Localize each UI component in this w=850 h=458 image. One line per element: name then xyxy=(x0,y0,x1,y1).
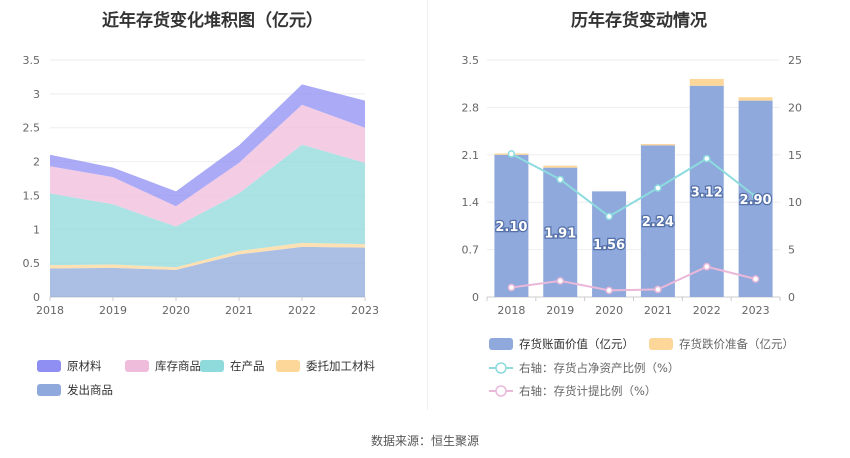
point-net-assets-ratio xyxy=(556,175,564,184)
right-x-tick-label: 2022 xyxy=(693,304,721,317)
right-left-y-tick-label: 0.7 xyxy=(462,244,480,257)
right-right-y-tick-label: 5 xyxy=(788,244,795,257)
area-在产品 xyxy=(50,144,365,268)
right-left-y-tick-label: 2.8 xyxy=(462,101,480,114)
right-left-y-tick-label: 2.1 xyxy=(462,149,480,162)
bar-impairment xyxy=(689,78,724,86)
legend-swatch-库存商品 xyxy=(125,360,149,372)
legend-swatch-在产品 xyxy=(200,360,224,372)
left-x-tick-label: 2023 xyxy=(351,304,379,317)
point-net-assets-ratio xyxy=(507,150,516,158)
legend-marker-net-assets-ratio xyxy=(495,362,507,374)
right-x-tick-label: 2021 xyxy=(644,304,672,317)
left-y-tick-label: 2.5 xyxy=(23,122,41,135)
legend-label-在产品: 在产品 xyxy=(230,359,265,373)
point-net-assets-ratio xyxy=(605,212,613,221)
left-y-tick-label: 1.5 xyxy=(23,189,41,202)
point-provision-ratio xyxy=(556,277,564,285)
right-left-y-tick-label: 3.5 xyxy=(462,54,480,67)
point-net-assets-ratio xyxy=(751,192,760,201)
bar-value-label: 1.91 xyxy=(544,226,576,241)
left-y-tick-label: 3.5 xyxy=(23,54,41,67)
right-right-y-tick-label: 25 xyxy=(788,54,802,67)
left-y-tick-label: 3 xyxy=(33,88,40,101)
legend-swatch-原材料 xyxy=(37,360,61,372)
legend-swatch-发出商品 xyxy=(37,384,61,396)
area-发出商品 xyxy=(50,246,365,297)
area-委托加工材料 xyxy=(50,242,365,270)
right-x-tick-label: 2023 xyxy=(742,304,770,317)
legend-label-net-assets-ratio: 右轴：存货占净资产比例（%） xyxy=(519,361,679,375)
right-right-y-tick-label: 0 xyxy=(788,291,795,304)
legend-label-book-value: 存货账面价值（亿元） xyxy=(519,337,634,351)
left-x-tick-label: 2021 xyxy=(225,304,253,317)
line-provision-ratio xyxy=(511,265,756,292)
bar-book-value xyxy=(689,85,724,297)
legend-swatch-impairment xyxy=(649,338,673,350)
left-chart-title: 近年存货变化堆积图（亿元） xyxy=(102,11,323,31)
left-y-tick-label: 0 xyxy=(33,291,40,304)
left-y-tick-label: 2 xyxy=(33,156,40,169)
left-x-tick-label: 2018 xyxy=(36,304,64,317)
bar-impairment xyxy=(543,165,578,168)
point-provision-ratio xyxy=(507,283,516,292)
legend-marker-provision-ratio xyxy=(495,385,507,397)
bar-value-label: 2.24 xyxy=(642,215,674,230)
panel-divider xyxy=(427,0,428,410)
bar-value-label: 2.90 xyxy=(740,193,772,208)
left-x-tick-label: 2020 xyxy=(162,304,190,317)
right-right-y-tick-label: 15 xyxy=(788,149,802,162)
point-net-assets-ratio xyxy=(654,184,662,192)
point-provision-ratio xyxy=(751,275,760,283)
right-right-y-tick-label: 10 xyxy=(788,196,802,209)
bar-value-label: 1.56 xyxy=(593,238,625,253)
bar-book-value xyxy=(640,145,675,297)
bar-value-label: 2.10 xyxy=(495,220,527,235)
legend-label-provision-ratio: 右轴：存货计提比例（%） xyxy=(519,384,656,398)
right-chart-title: 历年存货变动情况 xyxy=(571,11,707,31)
legend-label-库存商品: 库存商品 xyxy=(155,359,201,373)
legend-swatch-book-value xyxy=(489,338,513,350)
right-x-tick-label: 2020 xyxy=(595,304,623,317)
bar-impairment xyxy=(738,97,773,101)
right-right-y-tick-label: 20 xyxy=(788,101,802,114)
legend-label-impairment: 存货跌价准备（亿元） xyxy=(679,337,794,351)
point-net-assets-ratio xyxy=(703,154,711,163)
legend-label-原材料: 原材料 xyxy=(67,359,102,373)
area-原材料 xyxy=(50,84,365,207)
area-库存商品 xyxy=(50,104,365,227)
bar-value-label: 3.12 xyxy=(691,185,723,200)
right-left-y-tick-label: 0 xyxy=(472,291,479,304)
right-x-tick-label: 2019 xyxy=(546,304,574,317)
bar-impairment xyxy=(640,143,675,146)
left-x-tick-label: 2022 xyxy=(288,304,316,317)
point-provision-ratio xyxy=(703,262,711,271)
right-left-y-tick-label: 1.4 xyxy=(462,196,480,209)
line-inventory-net-assets-ratio xyxy=(510,152,757,218)
left-y-tick-label: 1 xyxy=(33,223,40,236)
legend-label-发出商品: 发出商品 xyxy=(67,383,113,397)
left-y-tick-label: 0.5 xyxy=(23,257,41,270)
legend-label-委托加工材料: 委托加工材料 xyxy=(306,359,375,373)
right-x-tick-label: 2018 xyxy=(497,304,525,317)
point-provision-ratio xyxy=(605,286,613,295)
bar-book-value xyxy=(494,154,529,297)
legend-swatch-委托加工材料 xyxy=(276,360,300,372)
data-source: 数据来源：恒生聚源 xyxy=(370,434,479,448)
left-x-tick-label: 2019 xyxy=(99,304,127,317)
point-provision-ratio xyxy=(654,285,662,294)
